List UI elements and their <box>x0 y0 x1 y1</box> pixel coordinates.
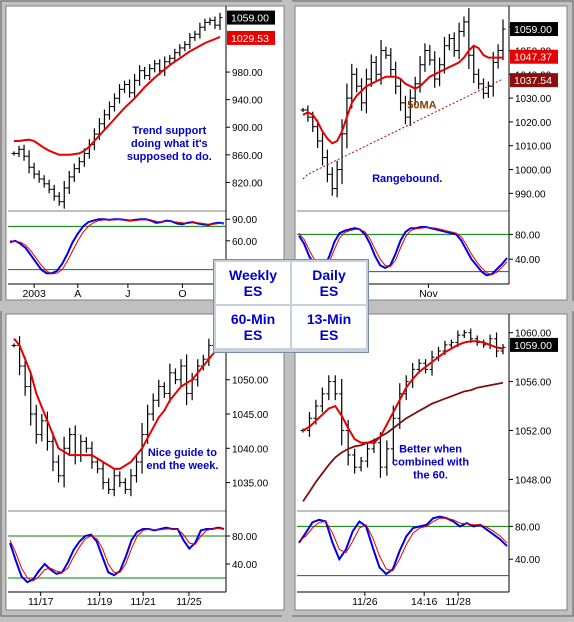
price-tick-label: 1020.00 <box>515 118 552 129</box>
price-tick-label: 1048.00 <box>515 475 552 486</box>
ma50-line <box>302 78 504 180</box>
stoch-tick-label: 80.00 <box>515 522 540 533</box>
time-tick-label: 11/17 <box>28 596 54 608</box>
time-tick-label: 2003 <box>22 288 46 300</box>
fast-ma-line <box>302 44 503 145</box>
price-tick-label: 1030.00 <box>515 94 552 105</box>
price-tag <box>510 49 558 64</box>
price-tick-label: 900.00 <box>232 123 263 134</box>
price-tag-label: 1059.00 <box>514 340 552 352</box>
price-tag-label: 1029.53 <box>231 33 269 45</box>
legend-60min: 60-Min ES <box>216 306 290 348</box>
stoch-k-line <box>298 226 508 277</box>
time-tick-label: 11/19 <box>87 596 113 608</box>
time-tick-label: 11/26 <box>352 596 378 608</box>
legend-60min-line1: 60-Min <box>230 311 276 327</box>
price-tick-label: 980.00 <box>232 68 263 79</box>
panel-background <box>5 313 285 611</box>
price-tick-label: 1052.00 <box>515 427 552 438</box>
annotation-text: supposed to do. <box>127 151 212 163</box>
annotation-text: Nice guide to <box>148 447 217 459</box>
annotation-text: doing what it's <box>131 138 208 150</box>
legend-60min-line2: ES <box>243 327 263 343</box>
legend-weekly-line2: ES <box>243 283 263 299</box>
price-tag <box>510 73 558 88</box>
annotation-text: the 60. <box>413 469 448 481</box>
price-tag <box>510 337 558 352</box>
price-tag <box>227 30 275 45</box>
stoch-d-line <box>9 218 224 275</box>
time-tick-label: 11/21 <box>130 596 156 608</box>
stoch-tick-label: 40.00 <box>515 555 540 566</box>
timeframe-legend: Weekly ES Daily ES 60-Min ES 13-Min ES <box>213 259 369 353</box>
price-tick-label: 990.00 <box>515 189 546 200</box>
panel-60-min: 1050.001045.001040.001035.001055.5580.00… <box>5 313 285 611</box>
stoch-tick-label: 40.00 <box>232 560 257 571</box>
price-tick-label: 1010.00 <box>515 142 552 153</box>
price-tag-label: 1059.00 <box>514 24 552 36</box>
price-tick-label: 1060.00 <box>515 329 552 340</box>
price-tick-label: 940.00 <box>232 96 263 107</box>
price-tick-label: 860.00 <box>232 151 263 162</box>
price-tick-label: 1000.00 <box>515 166 552 177</box>
stoch-tick-label: 40.00 <box>515 255 540 266</box>
legend-13min-line1: 13-Min <box>306 311 352 327</box>
stoch-k-line <box>298 515 508 576</box>
price-tick-label: 1050.00 <box>232 376 269 387</box>
price-tick-label: 1040.00 <box>232 444 269 455</box>
stoch-tick-label: 80.00 <box>232 532 257 543</box>
fast-ma-line <box>13 337 221 470</box>
price-tag <box>227 10 275 25</box>
fast-ma-line <box>14 35 221 156</box>
stoch-tick-label: 60.00 <box>232 237 257 248</box>
price-tick-label: 820.00 <box>232 178 263 189</box>
fast-ma-line <box>302 340 504 444</box>
stoch-tick-label: 80.00 <box>515 230 540 241</box>
annotation-text: Better when <box>399 443 462 455</box>
time-tick-label: 14:16 <box>411 596 437 608</box>
legend-daily: Daily ES <box>292 262 366 304</box>
annotation-text: Trend support <box>132 125 206 137</box>
stoch-tick-label: 90.00 <box>232 215 257 226</box>
legend-13min: 13-Min ES <box>292 306 366 348</box>
panel-daily: 1060.001050.001040.001030.001020.001010.… <box>294 5 568 301</box>
price-tag-label: 1047.37 <box>514 52 552 64</box>
time-tick-label: 11/25 <box>176 596 202 608</box>
legend-13min-line2: ES <box>319 327 339 343</box>
stoch-d-line <box>9 527 225 582</box>
time-tick-label: A <box>74 288 81 300</box>
price-tick-label: 1035.00 <box>232 479 269 490</box>
slow-ma-line <box>302 381 504 502</box>
price-tag-label: 1037.54 <box>514 75 552 87</box>
annotation-text: Rangebound. <box>372 173 442 185</box>
time-tick-label: Nov <box>419 288 438 300</box>
stoch-k-line <box>9 526 225 584</box>
annotation-text: combined with <box>392 456 469 468</box>
stoch-d-line <box>298 227 508 276</box>
panel-13-min: 1060.00 1056.00 1052.00 1048.00 1059.00 80.00… <box>294 313 568 611</box>
legend-weekly: Weekly ES <box>216 262 290 304</box>
time-tick-label: J <box>125 288 130 300</box>
annotation-text: end the week. <box>146 460 218 472</box>
price-tick-label: 1056.00 <box>515 378 552 389</box>
legend-daily-line2: ES <box>319 283 339 299</box>
panel-weekly: 980.00 940.00 900.00 860.00 820.00 1059.00 102… <box>5 5 285 301</box>
time-tick-label: 11/28 <box>445 596 471 608</box>
price-tag-label: 1059.00 <box>231 13 269 25</box>
ma50-label: 50MA <box>407 100 436 112</box>
legend-weekly-line1: Weekly <box>229 267 277 283</box>
price-tag <box>510 22 558 37</box>
price-tick-label: 1045.00 <box>232 410 269 421</box>
legend-daily-line1: Daily <box>312 267 346 283</box>
stoch-d-line <box>298 517 508 572</box>
time-tick-label: O <box>178 288 186 300</box>
